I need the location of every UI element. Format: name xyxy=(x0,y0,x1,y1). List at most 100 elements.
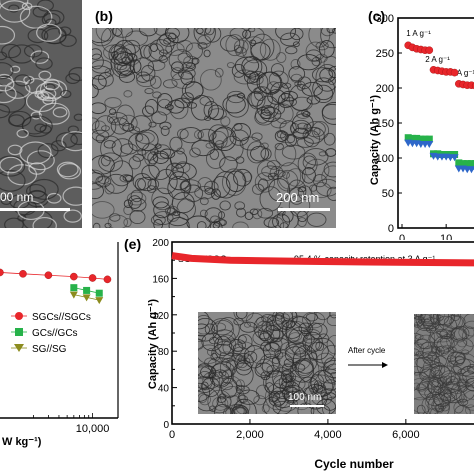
texture-cell xyxy=(195,28,212,36)
texture-cell xyxy=(251,132,263,141)
texture-cell xyxy=(123,205,133,215)
point-c-1-5 xyxy=(425,135,433,143)
texture-cell xyxy=(104,222,112,228)
texture-cell xyxy=(315,53,328,63)
texture-cell xyxy=(226,62,235,69)
point-d-0-4 xyxy=(88,274,97,282)
texture-cell xyxy=(112,28,123,37)
sem-flake xyxy=(10,65,21,73)
panel-b-letter: (b) xyxy=(95,8,113,24)
texture-cell xyxy=(268,391,281,402)
texture-cell xyxy=(179,127,203,144)
texture-cell xyxy=(292,395,311,411)
panel-d-legend: SGCs//SGCs GCs//GCs SG//SG xyxy=(10,308,110,358)
texture-cell xyxy=(273,103,285,115)
texture-cell xyxy=(430,368,442,379)
texture-cell xyxy=(320,28,335,37)
legend-label-gcs: GCs//GCs xyxy=(32,328,78,339)
texture-cell xyxy=(142,105,155,117)
texture-cell xyxy=(101,125,110,132)
texture-cell xyxy=(268,216,285,228)
sem-flake xyxy=(50,140,67,152)
texture-cell xyxy=(261,404,270,413)
texture-cell xyxy=(321,165,336,190)
sem-flake xyxy=(0,169,26,192)
texture-cell xyxy=(246,141,267,164)
sem-flake xyxy=(0,25,16,45)
annotation-1a: 1 A g⁻¹ xyxy=(406,29,431,38)
sem-flake xyxy=(40,87,57,100)
texture-cell xyxy=(233,122,243,131)
texture-cell xyxy=(219,156,238,173)
texture-cell xyxy=(148,121,157,128)
texture-cell xyxy=(414,327,436,349)
point-c-1-4 xyxy=(421,135,429,143)
texture-cell xyxy=(328,65,336,79)
texture-cell xyxy=(199,96,214,107)
texture-cell xyxy=(237,334,253,350)
texture-cell xyxy=(292,363,306,373)
texture-cell xyxy=(321,103,336,120)
texture-cell xyxy=(236,207,247,218)
texture-cell xyxy=(109,160,134,187)
y-tick-label: 250 xyxy=(376,48,394,60)
texture-cell xyxy=(281,144,306,160)
texture-cell xyxy=(427,393,450,414)
texture-cell xyxy=(315,312,331,321)
texture-cell xyxy=(263,217,280,228)
texture-cell xyxy=(159,121,172,130)
texture-cell xyxy=(168,217,190,228)
texture-cell xyxy=(234,201,246,211)
sem-flake xyxy=(65,73,81,85)
texture-cell xyxy=(193,28,216,45)
sem-flake xyxy=(70,132,82,146)
sem-flake xyxy=(0,0,29,12)
texture-cell xyxy=(285,46,298,55)
legend-markers: SGCs//SGCs GCs//GCs SG//SG xyxy=(11,312,91,355)
texture-cell xyxy=(233,44,242,54)
texture-cell xyxy=(133,57,155,77)
texture-cell xyxy=(259,38,281,61)
texture-cell xyxy=(414,338,432,359)
texture-cell xyxy=(92,48,102,60)
y-tick-label: 0 xyxy=(163,420,169,431)
texture-cell xyxy=(233,69,257,85)
sem-flake xyxy=(59,34,77,47)
texture-cell xyxy=(269,337,283,353)
sem-flake xyxy=(39,79,68,99)
texture-cell xyxy=(414,348,420,356)
texture-cell xyxy=(214,67,224,78)
texture-cell xyxy=(184,81,204,99)
texture-cell xyxy=(436,329,448,339)
texture-cell xyxy=(261,314,275,323)
texture-cell xyxy=(274,312,298,330)
texture-cell xyxy=(231,405,249,414)
sem-flake xyxy=(36,23,62,42)
sem-flake xyxy=(60,89,72,99)
texture-cell xyxy=(152,196,169,209)
inset-before-texture xyxy=(198,312,336,414)
texture-cell xyxy=(148,152,173,181)
texture-cell xyxy=(129,197,147,212)
sem-flake xyxy=(8,114,25,127)
sem-flake xyxy=(8,4,20,13)
texture-cell xyxy=(259,330,270,341)
texture-cell xyxy=(297,402,315,414)
texture-cell xyxy=(95,134,105,144)
inset-scale-bar xyxy=(290,405,324,407)
sem-flake xyxy=(28,162,46,175)
texture-cell xyxy=(219,35,241,52)
texture-cell xyxy=(283,358,294,368)
texture-cell xyxy=(201,332,223,352)
inset-tem-before: 100 nm xyxy=(198,312,336,414)
texture-cell xyxy=(166,207,177,216)
texture-cell xyxy=(268,70,289,88)
texture-cell xyxy=(450,314,460,321)
texture-cell xyxy=(167,175,191,200)
sem-flake xyxy=(26,150,55,171)
sem-flake xyxy=(30,111,42,120)
texture-cell xyxy=(274,130,288,142)
sem-flake xyxy=(0,103,11,119)
texture-cell xyxy=(136,131,155,145)
texture-cell xyxy=(288,332,302,342)
